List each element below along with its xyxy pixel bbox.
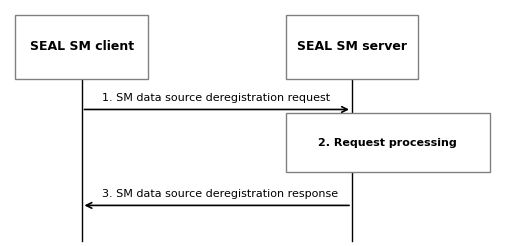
Bar	[285, 15, 417, 79]
Text: 2. Request processing: 2. Request processing	[318, 138, 456, 148]
Text: 1. SM data source deregistration request: 1. SM data source deregistration request	[102, 93, 329, 103]
Text: SEAL SM server: SEAL SM server	[296, 40, 406, 53]
Bar	[285, 113, 489, 172]
Bar	[15, 15, 148, 79]
Text: 3. SM data source deregistration response: 3. SM data source deregistration respons…	[102, 189, 337, 199]
Text: SEAL SM client: SEAL SM client	[30, 40, 133, 53]
